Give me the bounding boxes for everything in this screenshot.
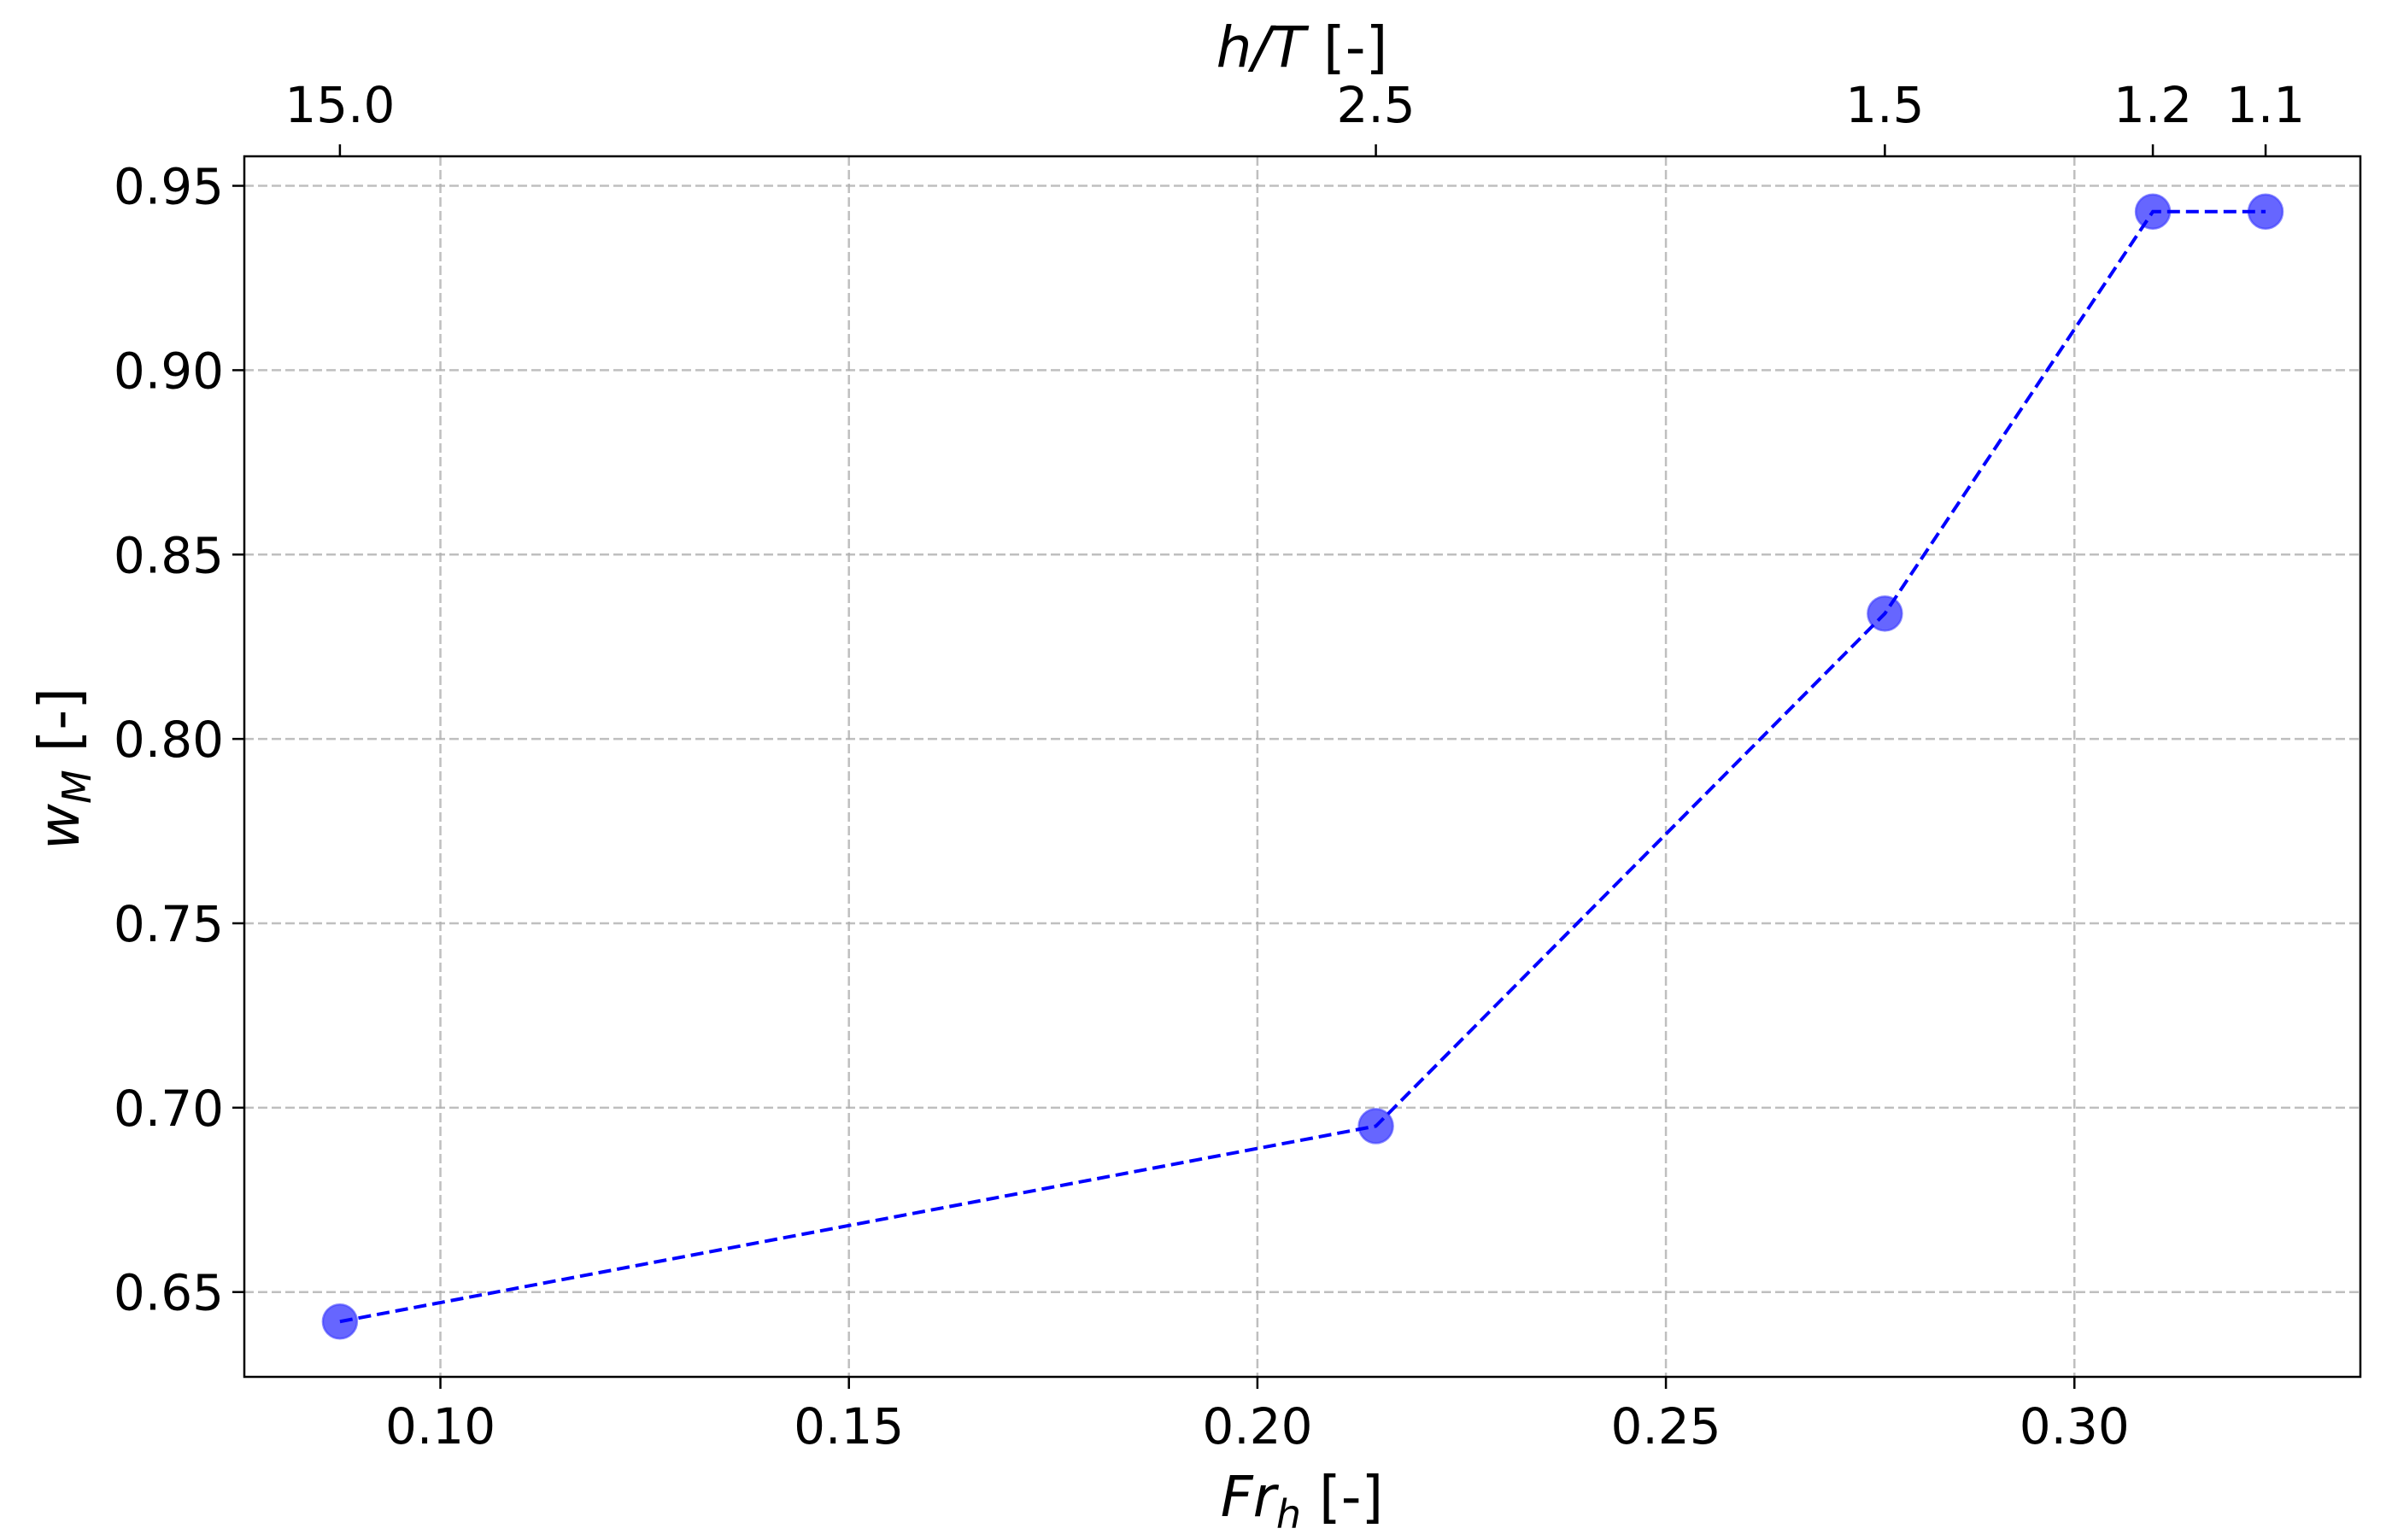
y-tick-label: 0.90 xyxy=(114,342,224,400)
top-axis-label: h/T [-] xyxy=(1216,15,1388,80)
grid-lines xyxy=(244,156,2360,1377)
y-axis-label: wM [-] xyxy=(26,688,100,850)
y-axis-ticks: 0.65 0.70 0.75 0.80 0.85 0.90 0.95 xyxy=(114,158,244,1322)
top-tick-label: 2.5 xyxy=(1336,76,1415,134)
x-axis-label: Frh [-] xyxy=(1221,1464,1384,1537)
x-axis-ticks: 0.10 0.15 0.20 0.25 0.30 xyxy=(385,1377,2130,1455)
y-tick-label: 0.80 xyxy=(114,711,224,769)
x-tick-label: 0.30 xyxy=(2020,1397,2130,1455)
x-tick-label: 0.25 xyxy=(1611,1397,1721,1455)
x-tick-label: 0.10 xyxy=(385,1397,495,1455)
series-line xyxy=(339,209,2266,1324)
y-tick-label: 0.95 xyxy=(114,158,224,216)
top-tick-label: 1.5 xyxy=(1845,76,1924,134)
x-tick-label: 0.20 xyxy=(1202,1397,1312,1455)
y-tick-label: 0.85 xyxy=(114,526,224,584)
top-tick-label: 1.2 xyxy=(2113,76,2192,134)
x-tick-label: 0.15 xyxy=(794,1397,904,1455)
top-axis-ticks: 15.0 2.5 1.5 1.2 1.1 xyxy=(284,76,2305,156)
y-tick-label: 0.65 xyxy=(114,1264,224,1322)
top-tick-label: 1.1 xyxy=(2226,76,2305,134)
top-tick-label: 15.0 xyxy=(284,76,395,134)
plot-frame xyxy=(243,155,2362,1379)
data-series xyxy=(321,193,2284,1340)
y-tick-label: 0.70 xyxy=(114,1080,224,1138)
y-tick-label: 0.75 xyxy=(114,895,224,953)
